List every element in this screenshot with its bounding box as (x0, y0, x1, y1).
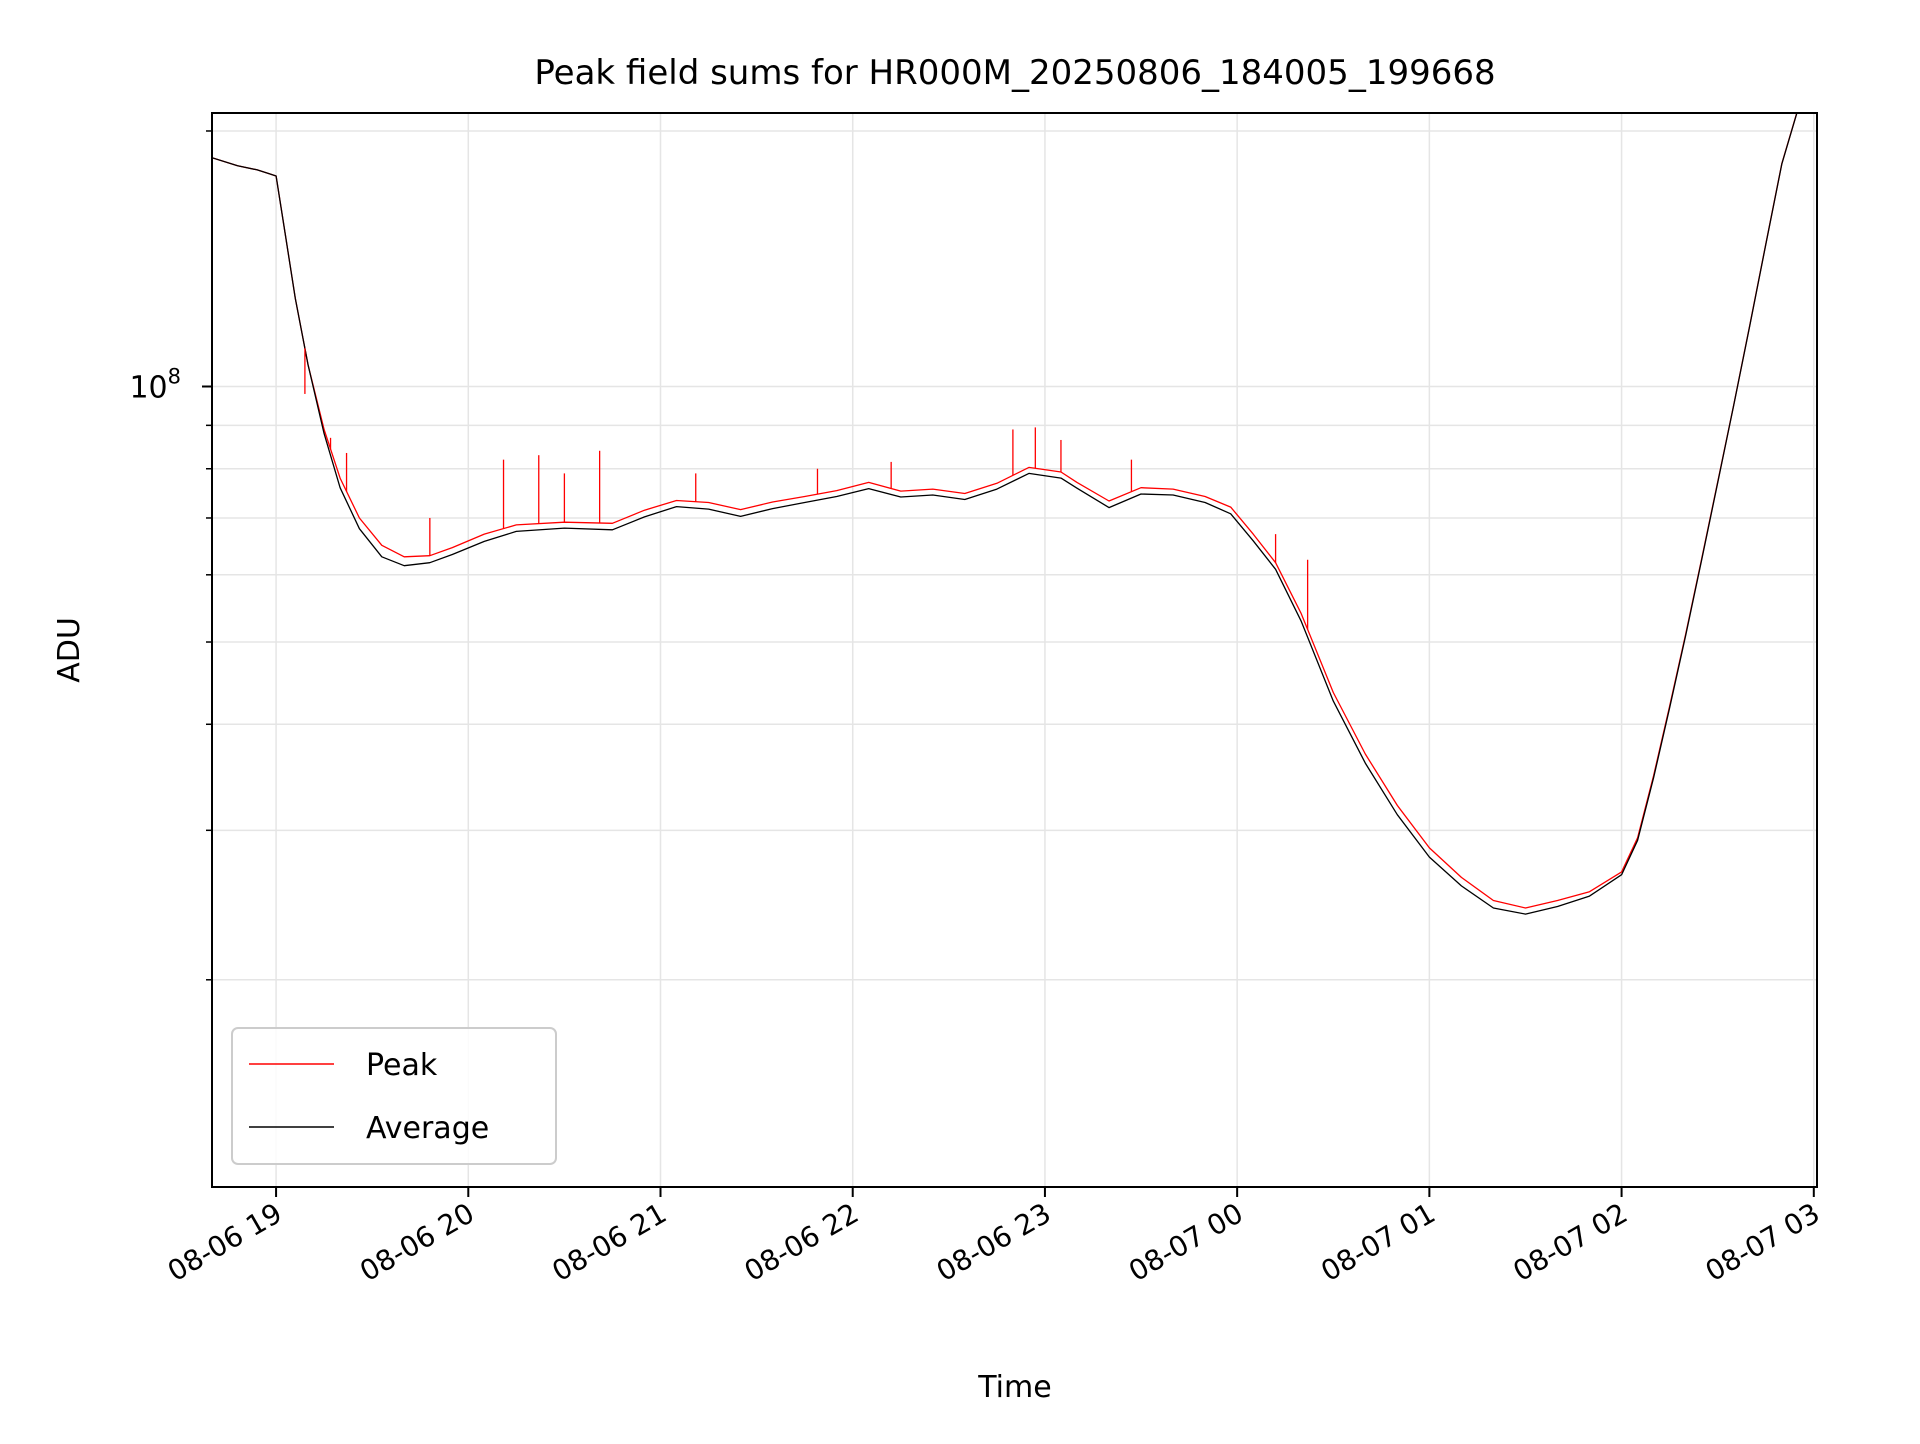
series-line-average (212, 113, 1798, 915)
x-tick-label: 08-07 01 (1315, 1196, 1441, 1288)
x-tick-label: 08-07 02 (1508, 1196, 1634, 1288)
chart-title: Peak field sums for HR000M_20250806_1840… (534, 53, 1495, 93)
y-axis-label: ADU (52, 617, 87, 683)
grid (212, 113, 1817, 1187)
legend-box (231, 1027, 557, 1165)
y-tick-label: 108 (129, 365, 181, 406)
y-axis: 108 (129, 130, 212, 981)
x-tick-label: 08-06 21 (546, 1196, 672, 1288)
series-line-peak (212, 113, 1798, 909)
x-tick-label: 08-06 23 (931, 1196, 1057, 1288)
legend: Peak Average (231, 1027, 557, 1165)
legend-label-average: Average (366, 1111, 489, 1146)
x-axis-label: Time (977, 1370, 1051, 1405)
x-tick-label: 08-06 22 (739, 1196, 865, 1288)
legend-label-peak: Peak (366, 1048, 438, 1083)
plot-frame (211, 112, 1818, 1188)
x-tick-label: 08-07 00 (1123, 1196, 1249, 1288)
x-tick-label: 08-06 19 (162, 1196, 288, 1288)
x-tick-label: 08-07 03 (1700, 1196, 1826, 1288)
series-layer (212, 113, 1798, 915)
x-axis: 08-06 19 08-06 20 08-06 21 08-06 22 08-06 23… (162, 1187, 1825, 1288)
x-tick-label: 08-06 20 (354, 1196, 480, 1288)
